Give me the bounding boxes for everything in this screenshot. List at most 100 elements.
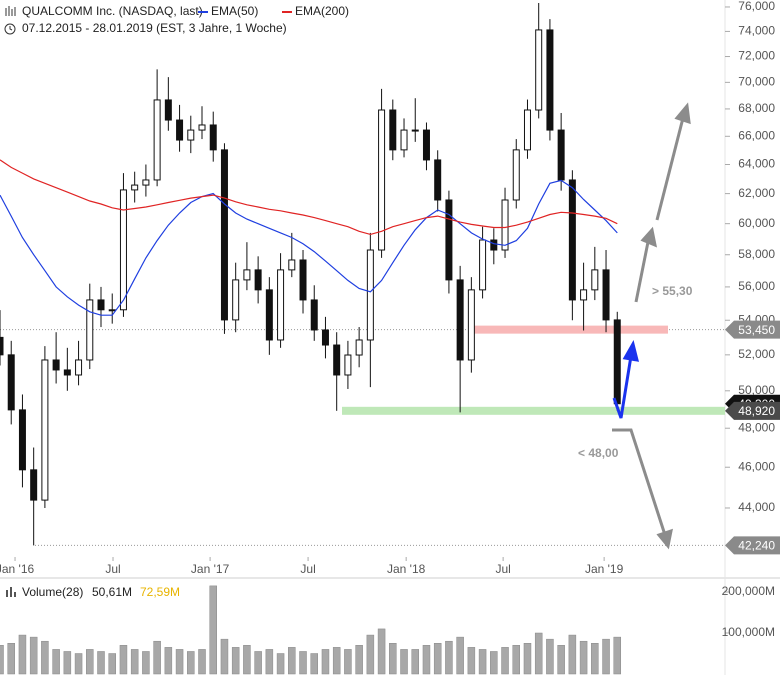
candle-body (523, 109, 531, 151)
volume-bar (86, 649, 94, 675)
volume-bar (198, 649, 206, 675)
candle-body (220, 149, 228, 321)
y-tick-label: 72,000 (738, 49, 775, 63)
candle-body (75, 359, 83, 376)
volume-bar (490, 651, 498, 675)
volume-bar (467, 647, 476, 675)
volume-bar (445, 640, 453, 675)
level-band (342, 406, 725, 415)
candle-body (422, 129, 430, 161)
overlay-layer: > 55,30 < 48,00 QUALCOMM Inc. (NASDAQ, l… (0, 0, 693, 600)
candle-body (288, 259, 296, 271)
arrow-up-main (655, 117, 685, 221)
chart-icon (5, 6, 16, 16)
y-tick-label: 52,000 (738, 347, 775, 361)
volume-bar (231, 647, 240, 675)
volume-tick-label: 200,000M (722, 584, 775, 598)
candle-body (467, 289, 475, 361)
x-tick-label: Jan '17 (191, 562, 230, 576)
candle-body (479, 239, 487, 291)
volume-bar (18, 634, 27, 675)
volume-bar (164, 647, 173, 675)
volume-bar (422, 645, 431, 675)
candle-body (41, 359, 49, 501)
volume-bar (74, 653, 83, 675)
y-tick-label: 76,000 (738, 0, 775, 13)
volume-bar (209, 585, 217, 675)
candle-body (310, 299, 318, 331)
candle-body (445, 199, 453, 281)
x-tick-label: Jul (495, 562, 510, 576)
y-tick-label: 66,000 (738, 128, 775, 142)
price-tag-label: 53,450 (738, 323, 775, 337)
volume-bar (613, 636, 622, 675)
volume-bar (153, 640, 161, 675)
volume-bar (579, 640, 588, 675)
candle-body (400, 129, 408, 151)
candle-body (30, 469, 38, 501)
candle-body (557, 129, 565, 181)
volume-bar (478, 649, 487, 675)
candle-body (602, 269, 610, 321)
y-tick-label: 60,000 (738, 216, 775, 230)
volume-bar (355, 645, 363, 675)
volume-icon (6, 587, 16, 597)
candle-body (164, 99, 172, 121)
scenario-arrows (612, 102, 691, 550)
legend-label: EMA(50) (211, 4, 258, 18)
candle-body (131, 184, 139, 191)
candle-body (142, 179, 150, 186)
volume-bar (568, 634, 577, 675)
candle-body (378, 109, 386, 251)
candle-body (434, 159, 442, 201)
volume-bar (265, 649, 274, 675)
candle-body (108, 309, 116, 312)
price-tag-label: 42,240 (738, 539, 775, 553)
volume-bar (119, 645, 128, 675)
candle-body (568, 179, 576, 301)
candle-body (198, 124, 206, 131)
candle-body (344, 354, 352, 376)
volume-tick-label: 100,000M (722, 625, 775, 639)
header-bg (0, 0, 330, 38)
volume-bar (29, 636, 38, 675)
volume-bar (187, 651, 195, 675)
y-tick-label: 74,000 (738, 24, 775, 38)
volume-bar (299, 651, 307, 675)
volume-bar (433, 643, 442, 675)
arrow-head (640, 226, 658, 248)
candle-body (321, 329, 329, 346)
volume-bar (512, 645, 521, 675)
volume-title: Volume(28) (22, 585, 83, 599)
price-tag-label: 48,920 (738, 404, 775, 418)
clock-hand (9, 26, 13, 31)
volume-bar (591, 643, 599, 675)
volume-bar (546, 638, 554, 675)
candle-body (613, 319, 621, 405)
volume-bar (175, 649, 184, 675)
arrow-head (622, 340, 640, 362)
volume-bar (41, 640, 49, 675)
volume-bar (288, 647, 296, 675)
candle-body (243, 269, 251, 281)
volume-bar (276, 653, 285, 675)
x-tick-label: Jul (105, 562, 120, 576)
x-tick-label: Jan '16 (0, 562, 35, 576)
level-band (470, 325, 668, 334)
annotation: < 48,00 (578, 446, 619, 460)
volume-bar (97, 651, 105, 675)
x-tick-label: Jan '18 (387, 562, 426, 576)
y-tick-label: 58,000 (738, 247, 775, 261)
chart-subtitle: 07.12.2015 - 28.01.2019 (EST, 3 Jahre, 1… (22, 21, 287, 35)
volume-bar (602, 638, 610, 675)
legend-label: EMA(200) (295, 4, 349, 18)
arrow-blue (612, 355, 633, 419)
price-tag (725, 536, 780, 555)
candle-body (456, 279, 464, 361)
candle-body (501, 199, 509, 251)
volume-bar (63, 651, 72, 675)
y-tick-label: 48,000 (738, 420, 775, 434)
y-tick-label: 56,000 (738, 279, 775, 293)
